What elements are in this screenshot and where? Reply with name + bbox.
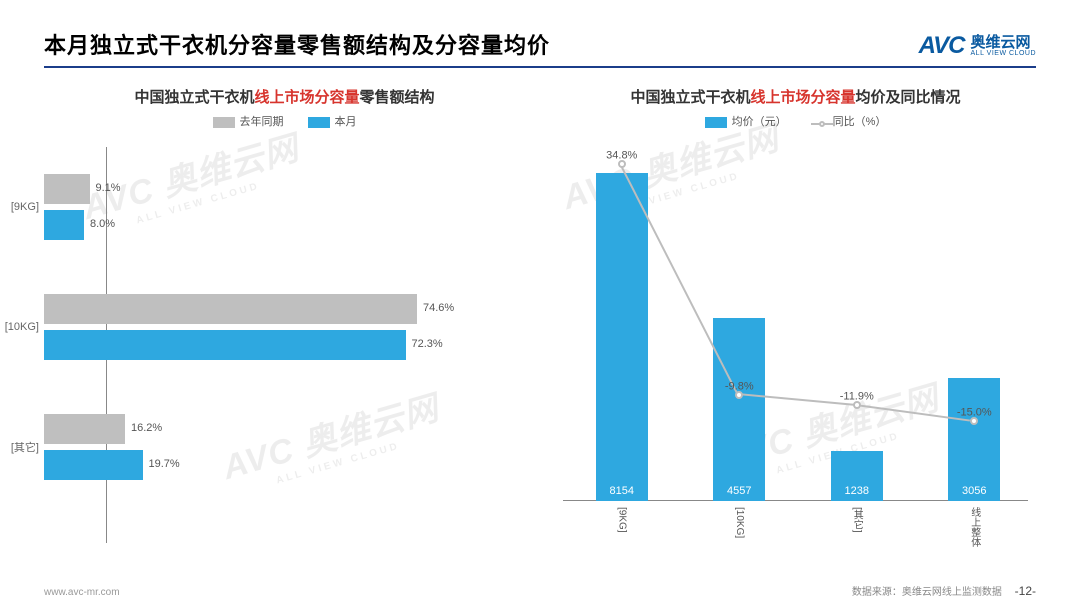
hbar-prev <box>44 414 125 444</box>
line-value-label: -9.8% <box>725 380 754 392</box>
legend-item-curr: 本月 <box>308 113 357 129</box>
hbar-category-label: [其它] <box>0 439 39 455</box>
logo: AVC 奥维云网 ALL VIEW CLOUD <box>919 32 1036 60</box>
line-value-label: -11.9% <box>840 391 874 403</box>
hbar-prev <box>44 294 417 324</box>
left-chart: 中国独立式干衣机线上市场分容量零售额结构 去年同期 本月 [9KG]9.1%8.… <box>44 86 525 566</box>
hbar-category-label: [10KG] <box>0 321 39 333</box>
footer: www.avc-mr.com 数据来源：奥维云网线上监测数据 -12- <box>44 583 1036 598</box>
page: AVC 奥维云网ALL VIEW CLOUD AVC 奥维云网ALL VIEW … <box>0 0 1080 608</box>
page-title: 本月独立式干衣机分容量零售额结构及分容量均价 <box>44 28 550 60</box>
left-legend: 去年同期 本月 <box>44 113 525 129</box>
hbar-group: [10KG]74.6%72.3% <box>44 267 444 387</box>
hbar-category-label: [9KG] <box>0 201 39 213</box>
hbar-curr-label: 8.0% <box>90 218 115 230</box>
logo-mark: AVC <box>919 32 965 60</box>
right-legend: 均价（元） 同比（%） <box>555 113 1036 129</box>
header: 本月独立式干衣机分容量零售额结构及分容量均价 AVC 奥维云网 ALL VIEW… <box>44 28 1036 68</box>
line-value-label: -15.0% <box>957 407 992 419</box>
logo-text: 奥维云网 ALL VIEW CLOUD <box>971 35 1036 57</box>
hbar-curr-label: 19.7% <box>149 458 180 470</box>
line-path <box>563 137 1028 545</box>
swatch-curr <box>308 117 330 128</box>
hbar-prev-label: 16.2% <box>131 422 162 434</box>
vbar-plot: 8154[9KG]34.8%4557[10KG]-9.8%1238[其它]-11… <box>563 137 1028 547</box>
hbar-prev-label: 9.1% <box>96 182 121 194</box>
swatch-bar <box>705 117 727 128</box>
right-chart: 中国独立式干衣机线上市场分容量均价及同比情况 均价（元） 同比（%） 8154[… <box>555 86 1036 566</box>
legend-item-bar: 均价（元） <box>705 113 787 129</box>
legend-item-prev: 去年同期 <box>213 113 284 129</box>
hbar-curr-label: 72.3% <box>412 338 443 350</box>
hbar-curr <box>44 330 406 360</box>
charts-row: 中国独立式干衣机线上市场分容量零售额结构 去年同期 本月 [9KG]9.1%8.… <box>44 86 1036 566</box>
line-swatch <box>811 121 825 127</box>
hbar-prev <box>44 174 90 204</box>
footer-right: 数据来源：奥维云网线上监测数据 -12- <box>852 583 1036 598</box>
legend-item-line: 同比（%） <box>811 113 887 129</box>
footer-source: 数据来源：奥维云网线上监测数据 <box>852 587 1002 598</box>
left-chart-title: 中国独立式干衣机线上市场分容量零售额结构 <box>44 86 525 107</box>
right-chart-title: 中国独立式干衣机线上市场分容量均价及同比情况 <box>555 86 1036 107</box>
hbar-curr <box>44 210 84 240</box>
swatch-prev <box>213 117 235 128</box>
footer-url: www.avc-mr.com <box>44 587 120 598</box>
hbar-curr <box>44 450 143 480</box>
hbar-group: [其它]16.2%19.7% <box>44 387 444 507</box>
hbar-prev-label: 74.6% <box>423 302 454 314</box>
hbar-plot: [9KG]9.1%8.0%[10KG]74.6%72.3%[其它]16.2%19… <box>44 137 525 547</box>
hbar-group: [9KG]9.1%8.0% <box>44 147 444 267</box>
page-number: -12- <box>1015 584 1036 598</box>
line-value-label: 34.8% <box>606 149 637 161</box>
